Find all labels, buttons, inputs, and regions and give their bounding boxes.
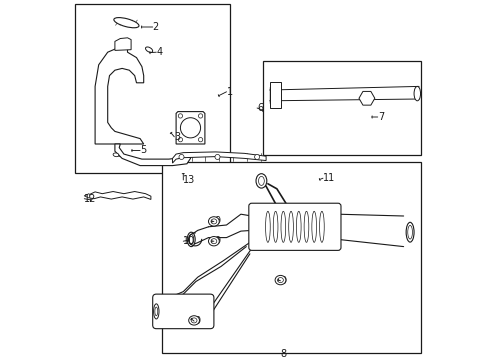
Ellipse shape xyxy=(296,211,301,242)
Polygon shape xyxy=(176,112,204,144)
Text: 1: 1 xyxy=(226,87,232,97)
Ellipse shape xyxy=(406,222,413,242)
Ellipse shape xyxy=(275,275,285,285)
Ellipse shape xyxy=(319,211,324,242)
Circle shape xyxy=(178,138,182,142)
Circle shape xyxy=(178,114,182,118)
Ellipse shape xyxy=(155,307,158,316)
Polygon shape xyxy=(115,38,131,50)
Text: 7: 7 xyxy=(377,112,383,122)
Ellipse shape xyxy=(113,153,119,157)
Text: 10: 10 xyxy=(183,236,195,246)
Ellipse shape xyxy=(208,237,219,246)
Ellipse shape xyxy=(281,211,285,242)
Ellipse shape xyxy=(187,232,195,247)
Text: 2: 2 xyxy=(152,22,159,32)
Text: 8: 8 xyxy=(280,348,286,359)
Polygon shape xyxy=(269,82,280,108)
Ellipse shape xyxy=(273,211,277,242)
Ellipse shape xyxy=(258,176,264,185)
Text: 9: 9 xyxy=(213,236,220,246)
Ellipse shape xyxy=(211,239,216,244)
Ellipse shape xyxy=(413,86,420,101)
Polygon shape xyxy=(115,144,190,166)
Bar xyxy=(162,162,420,353)
Text: 9: 9 xyxy=(194,316,200,326)
Ellipse shape xyxy=(265,211,270,242)
Text: 9: 9 xyxy=(280,276,286,286)
Polygon shape xyxy=(95,47,143,144)
Ellipse shape xyxy=(288,211,293,242)
Circle shape xyxy=(180,118,200,138)
Text: 3: 3 xyxy=(174,132,180,142)
Ellipse shape xyxy=(188,316,199,325)
Polygon shape xyxy=(89,192,151,199)
Text: 13: 13 xyxy=(183,175,195,185)
Ellipse shape xyxy=(256,174,266,188)
Circle shape xyxy=(179,154,183,159)
Text: 11: 11 xyxy=(322,173,335,183)
Ellipse shape xyxy=(208,217,219,226)
Ellipse shape xyxy=(191,318,197,323)
Circle shape xyxy=(198,138,203,142)
Ellipse shape xyxy=(304,211,308,242)
Circle shape xyxy=(254,154,259,159)
Text: 5: 5 xyxy=(140,145,146,156)
Ellipse shape xyxy=(211,219,216,224)
Bar xyxy=(75,4,230,173)
Circle shape xyxy=(362,94,370,102)
Text: 6: 6 xyxy=(257,103,263,113)
Ellipse shape xyxy=(153,304,159,319)
Ellipse shape xyxy=(114,18,139,28)
Ellipse shape xyxy=(311,211,316,242)
Ellipse shape xyxy=(277,278,283,283)
FancyBboxPatch shape xyxy=(152,294,213,329)
Text: 12: 12 xyxy=(84,194,97,204)
Circle shape xyxy=(215,154,220,159)
Ellipse shape xyxy=(407,225,411,239)
Bar xyxy=(262,61,420,155)
Text: 4: 4 xyxy=(156,47,162,57)
Text: 9: 9 xyxy=(213,216,220,226)
Polygon shape xyxy=(172,152,265,163)
Circle shape xyxy=(198,114,203,118)
Ellipse shape xyxy=(188,234,193,244)
FancyBboxPatch shape xyxy=(248,203,340,251)
Ellipse shape xyxy=(145,47,152,53)
